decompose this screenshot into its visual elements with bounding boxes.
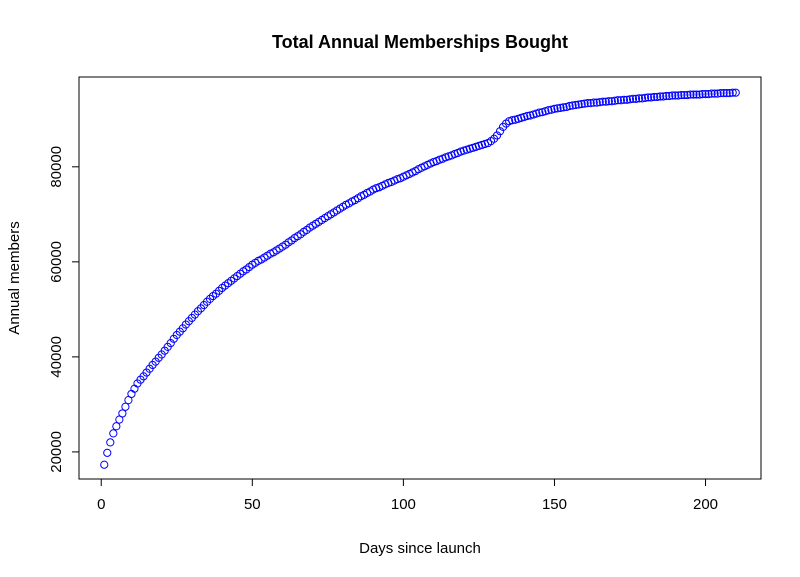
- point: [211, 289, 221, 298]
- point: [725, 89, 734, 98]
- point: [671, 91, 680, 100]
- point: [121, 402, 130, 411]
- point: [634, 94, 644, 103]
- point: [668, 91, 677, 100]
- point: [583, 99, 592, 108]
- point: [719, 89, 728, 98]
- point: [556, 103, 565, 112]
- point: [662, 91, 671, 101]
- point: [680, 90, 689, 100]
- point: [689, 90, 698, 99]
- point: [613, 96, 623, 105]
- point: [619, 95, 629, 104]
- point: [631, 94, 641, 103]
- point: [710, 89, 719, 98]
- x-tick-label: 0: [97, 496, 105, 513]
- point: [523, 111, 532, 121]
- point: [577, 99, 586, 109]
- point: [495, 127, 505, 136]
- plot-frame: [78, 76, 762, 480]
- point: [568, 101, 577, 110]
- point: [707, 89, 716, 98]
- point: [610, 96, 619, 105]
- point: [713, 89, 722, 98]
- point: [595, 98, 604, 107]
- point: [508, 116, 517, 125]
- point: [103, 448, 112, 457]
- x-axis-label: Days since launch: [359, 540, 481, 557]
- point: [722, 89, 731, 98]
- point: [109, 429, 118, 438]
- point: [686, 90, 695, 99]
- chart-title: Total Annual Memberships Bought: [272, 32, 568, 52]
- point: [559, 103, 568, 112]
- point: [544, 106, 553, 115]
- point: [704, 90, 713, 99]
- x-tick-label: 200: [693, 496, 718, 513]
- point: [589, 98, 598, 107]
- point: [644, 93, 653, 102]
- point: [695, 90, 704, 99]
- point: [692, 90, 701, 99]
- point: [550, 104, 559, 113]
- point: [640, 93, 650, 103]
- point: [214, 286, 224, 295]
- point: [202, 297, 212, 306]
- point: [650, 92, 659, 102]
- point: [604, 97, 613, 106]
- x-tick-label: 100: [391, 496, 416, 513]
- point: [683, 90, 692, 100]
- point: [677, 90, 686, 100]
- point: [659, 92, 668, 101]
- point: [653, 92, 662, 102]
- point: [701, 90, 710, 99]
- point: [598, 97, 607, 106]
- x-tick-label: 50: [244, 496, 261, 513]
- point: [492, 131, 502, 140]
- point: [665, 91, 674, 101]
- point: [698, 90, 707, 99]
- point: [574, 100, 583, 109]
- point: [571, 100, 580, 110]
- y-tick-label: 20000: [48, 431, 65, 473]
- point: [601, 97, 610, 106]
- x-tick-label: 150: [542, 496, 567, 513]
- point: [628, 94, 638, 103]
- point: [625, 95, 635, 104]
- point: [607, 97, 616, 106]
- point: [728, 88, 737, 97]
- y-tick-label: 80000: [48, 146, 65, 188]
- point: [535, 108, 544, 117]
- point: [565, 101, 574, 111]
- point: [100, 460, 109, 469]
- point: [106, 438, 115, 447]
- point: [637, 94, 647, 103]
- point: [166, 338, 175, 348]
- point: [586, 99, 595, 108]
- point: [112, 422, 121, 431]
- point: [674, 91, 683, 100]
- point: [193, 307, 203, 316]
- point: [647, 93, 656, 102]
- point: [592, 98, 601, 107]
- point: [553, 104, 562, 113]
- point: [616, 96, 626, 105]
- y-tick-label: 60000: [48, 241, 65, 283]
- point: [716, 89, 725, 98]
- point: [731, 88, 740, 97]
- point: [580, 99, 589, 108]
- y-tick-label: 40000: [48, 336, 65, 378]
- point: [656, 92, 665, 101]
- point: [118, 409, 127, 418]
- y-axis-label: Annual members: [6, 221, 23, 334]
- point: [205, 294, 215, 304]
- point: [622, 95, 632, 104]
